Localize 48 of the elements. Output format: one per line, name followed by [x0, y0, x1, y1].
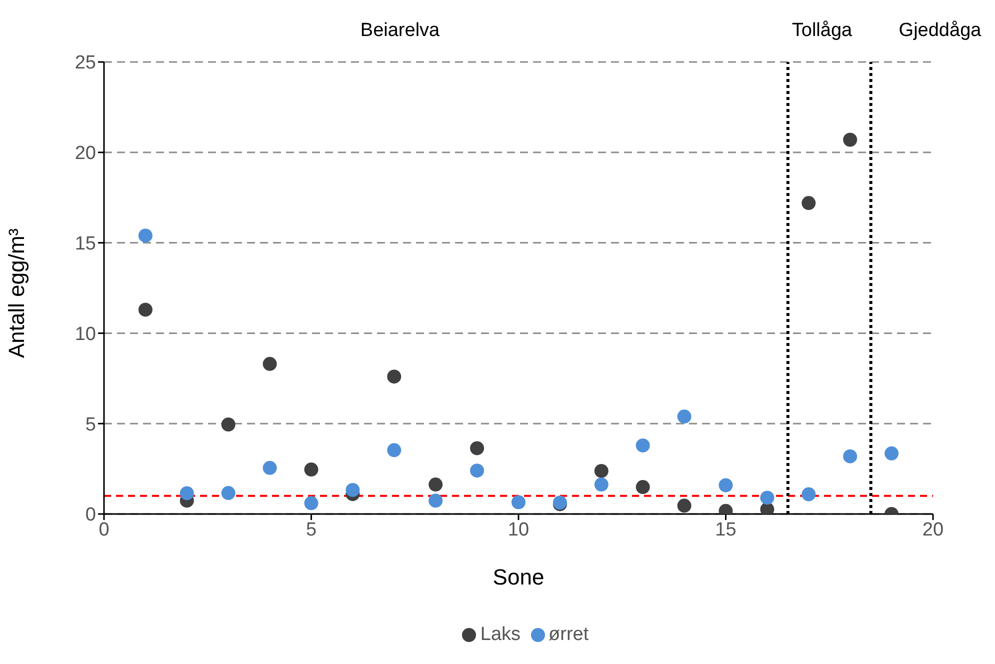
point — [802, 196, 816, 210]
point — [677, 498, 692, 513]
point — [594, 464, 608, 478]
y-tick-label: 15 — [74, 234, 96, 255]
x-tick-label: 15 — [715, 519, 736, 540]
point — [138, 302, 152, 317]
y-tick-label: 5 — [85, 414, 96, 436]
text: Gjeddåga — [898, 20, 982, 42]
y-axis-title: Antall egg/m³ — [4, 228, 29, 358]
point — [262, 356, 277, 371]
point — [387, 370, 402, 384]
point — [262, 460, 277, 475]
y-tick-label: 0 — [85, 504, 96, 526]
y-tick-label: 10 — [74, 324, 96, 345]
text: Beiarelva — [359, 20, 441, 42]
x-axis-title: Sone — [492, 564, 544, 590]
x-tick-label: 5 — [306, 519, 317, 540]
x-tick-label: 0 — [98, 519, 110, 540]
point — [428, 494, 443, 508]
point — [346, 482, 360, 497]
text: Tollåga — [790, 20, 854, 42]
y-tick-label: 25 — [74, 52, 96, 74]
point — [304, 496, 318, 510]
point — [760, 490, 774, 505]
legend-label: Laks — [480, 624, 521, 645]
point — [387, 443, 402, 458]
point — [636, 480, 650, 494]
point — [843, 132, 858, 147]
point — [221, 418, 236, 432]
x-tick-label: 20 — [922, 519, 944, 540]
point — [470, 441, 484, 456]
point — [221, 486, 236, 500]
point — [512, 495, 526, 510]
point — [138, 228, 152, 243]
point — [636, 438, 650, 452]
point — [594, 478, 608, 492]
point — [884, 446, 899, 460]
point — [718, 478, 733, 492]
point — [677, 410, 692, 424]
legend-label: ørret — [548, 624, 589, 645]
point — [843, 449, 858, 464]
x-tick-label: 10 — [508, 519, 530, 540]
point — [304, 462, 318, 477]
point — [470, 464, 484, 478]
y-tick-label: 20 — [74, 143, 96, 164]
point — [180, 486, 194, 500]
point — [428, 478, 443, 492]
point — [802, 487, 816, 502]
